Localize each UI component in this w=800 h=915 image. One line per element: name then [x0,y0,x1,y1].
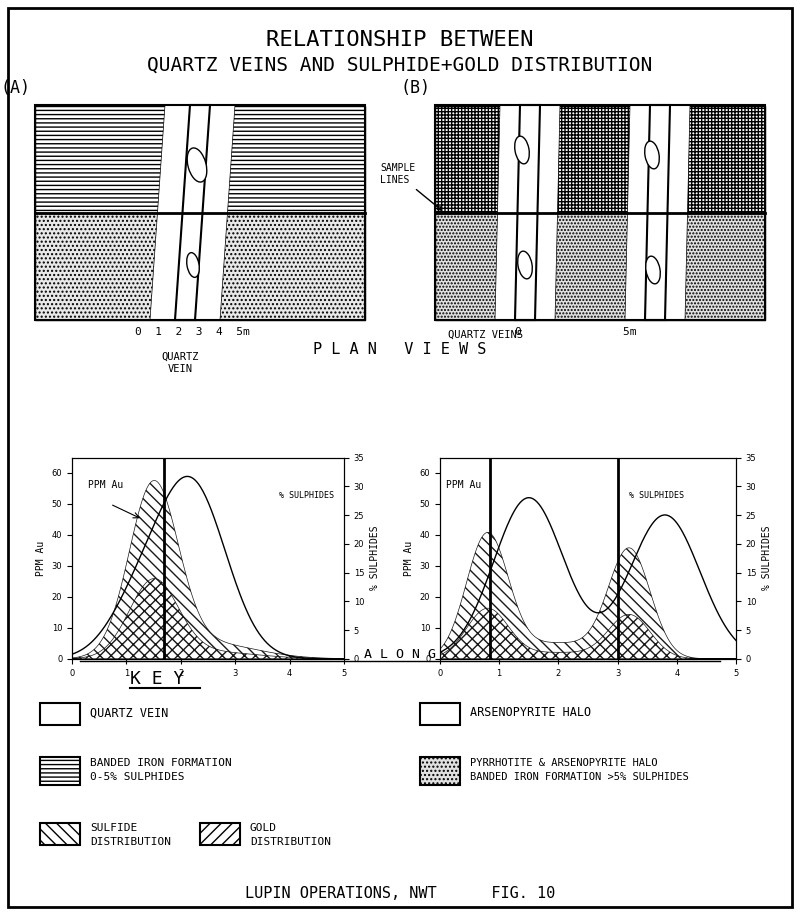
Text: QUARTZ VEINS AND SULPHIDE+GOLD DISTRIBUTION: QUARTZ VEINS AND SULPHIDE+GOLD DISTRIBUT… [147,56,653,74]
Bar [435,105,765,320]
Text: K E Y: K E Y [130,670,184,688]
Text: PPM Au: PPM Au [88,480,123,490]
Ellipse shape [518,251,532,279]
Polygon shape [150,105,190,320]
Polygon shape [175,105,210,320]
Polygon shape [625,105,650,320]
Polygon shape [665,105,690,320]
Polygon shape [535,105,560,320]
Bar [35,106,365,213]
Text: RELATIONSHIP BETWEEN: RELATIONSHIP BETWEEN [266,30,534,50]
Text: LUPIN OPERATIONS, NWT      FIG. 10: LUPIN OPERATIONS, NWT FIG. 10 [245,886,555,900]
Text: BANDED IRON FORMATION
0-5% SULPHIDES: BANDED IRON FORMATION 0-5% SULPHIDES [90,759,232,781]
Text: PYRRHOTITE & ARSENOPYRITE HALO
BANDED IRON FORMATION >5% SULPHIDES: PYRRHOTITE & ARSENOPYRITE HALO BANDED IR… [470,759,689,781]
Polygon shape [495,105,520,320]
Ellipse shape [514,136,530,164]
Polygon shape [515,105,540,320]
Y-axis label: PPM Au: PPM Au [404,541,414,576]
Ellipse shape [645,141,659,169]
Text: (B): (B) [400,79,430,97]
Bar [435,213,765,320]
Text: GOLD
DISTRIBUTION: GOLD DISTRIBUTION [250,824,331,846]
Bar [40,757,80,785]
Text: P L A N   V I E W S: P L A N V I E W S [314,342,486,358]
Ellipse shape [187,148,207,182]
Text: % SULPHIDES: % SULPHIDES [278,490,334,500]
Bar [435,106,765,213]
Bar [420,703,460,725]
Text: QUARTZ VEIN: QUARTZ VEIN [90,706,168,719]
Text: QUARTZ VEINS: QUARTZ VEINS [447,330,522,340]
Text: % SULPHIDES: % SULPHIDES [630,490,685,500]
Y-axis label: % SULPHIDES: % SULPHIDES [370,526,380,590]
Bar [35,213,365,320]
Ellipse shape [646,256,660,284]
Text: D I S T R I B U T I O N   A L O N G   S A M P L E   L I N E S: D I S T R I B U T I O N A L O N G S A M … [156,649,644,662]
Bar [420,757,460,785]
Text: ARSENOPYRITE HALO: ARSENOPYRITE HALO [470,706,591,719]
Bar [200,823,240,845]
Text: 0               5m: 0 5m [515,327,637,337]
Bar [35,105,365,320]
Y-axis label: PPM Au: PPM Au [36,541,46,576]
Bar [40,703,80,725]
Polygon shape [195,105,235,320]
Text: SAMPLE
LINES: SAMPLE LINES [380,164,442,210]
Text: (A): (A) [0,79,30,97]
Text: 0  1  2  3  4  5m: 0 1 2 3 4 5m [135,327,250,337]
Text: PPM Au: PPM Au [446,480,481,490]
Polygon shape [645,105,670,320]
Text: SULFIDE
DISTRIBUTION: SULFIDE DISTRIBUTION [90,824,171,846]
Y-axis label: % SULPHIDES: % SULPHIDES [762,526,772,590]
Ellipse shape [186,253,199,277]
Text: QUARTZ
VEIN: QUARTZ VEIN [162,352,198,373]
Bar [40,823,80,845]
